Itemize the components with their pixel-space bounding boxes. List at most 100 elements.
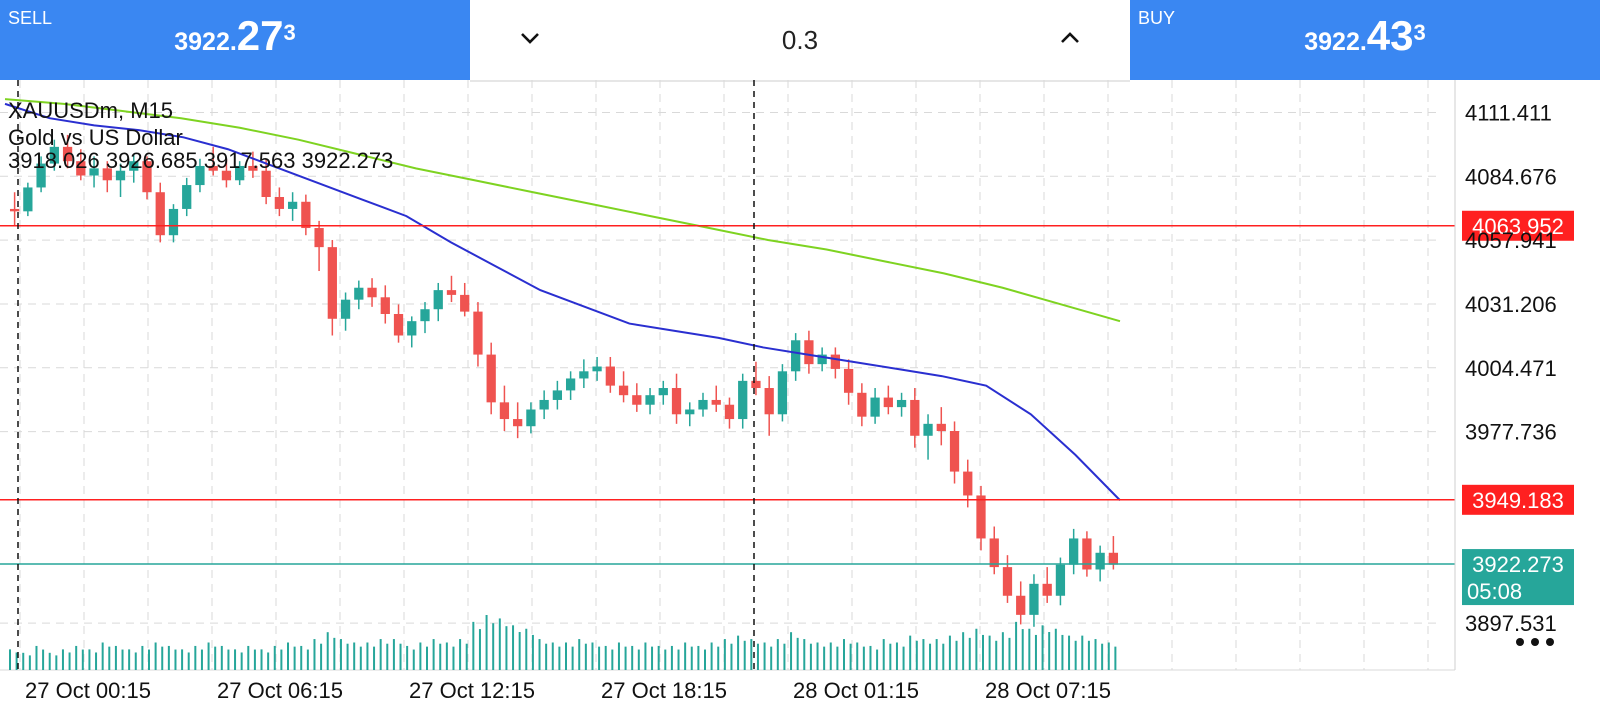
decrease-lot-button[interactable] (510, 18, 550, 58)
time-axis[interactable]: 27 Oct 00:15 27 Oct 06:15 27 Oct 12:15 27 O… (25, 678, 1111, 703)
candle-body (23, 187, 33, 212)
buy-button[interactable]: BUY 3922.433 (1130, 0, 1600, 80)
volume-bars (9, 615, 1117, 670)
level-price-label: 4063.952 (1472, 214, 1564, 239)
candle-body (513, 419, 523, 427)
buy-price-points: 3 (1413, 19, 1426, 45)
candle-body (301, 201, 311, 229)
candle-body (526, 409, 536, 427)
moving-average-slow (4, 98, 1121, 323)
price-tick-label: 3977.736 (1465, 420, 1557, 445)
candle-body (407, 321, 417, 336)
candle-body (235, 165, 245, 181)
candle-body (698, 399, 708, 410)
candle-body (1082, 538, 1092, 570)
candle-body (817, 354, 827, 365)
price-tick-label: 4057.941 (1465, 228, 1557, 253)
candle-body (857, 392, 867, 417)
sell-button[interactable]: SELL 3922.273 (0, 0, 470, 80)
candle-body (314, 228, 324, 248)
candle-body (76, 161, 86, 176)
chevron-up-icon (1061, 32, 1079, 43)
candle-body (208, 165, 218, 171)
price-tick-label: 4084.676 (1465, 164, 1557, 189)
chart-symbol: XAUUSDm, M15 (8, 98, 173, 123)
candle-body (777, 371, 788, 415)
candle-body (724, 404, 735, 420)
candle-body (486, 354, 496, 403)
candle-body (1069, 538, 1079, 565)
candle-body (764, 388, 774, 415)
time-tick-label: 28 Oct 01:15 (793, 678, 919, 703)
candle-body (460, 294, 470, 312)
candle-body (738, 380, 748, 420)
candle-body (221, 170, 232, 181)
candle-body (473, 311, 483, 355)
candle-body (340, 299, 351, 319)
sell-label: SELL (8, 8, 53, 28)
candle-body (910, 399, 920, 436)
candle-body (1095, 552, 1105, 570)
trade-panel: SELL 3922.273 0.3 BUY 3922.433 (0, 0, 1600, 82)
candle-body (605, 366, 615, 386)
candle-body (354, 287, 364, 300)
candle-body (261, 170, 271, 197)
candle-body (195, 165, 205, 186)
candle-body (711, 399, 721, 405)
level-price-tag (1462, 210, 1574, 241)
candle-body (791, 340, 801, 372)
candle-body (883, 397, 893, 408)
lot-size-control: 0.3 (470, 0, 1130, 82)
candle-body (830, 354, 841, 369)
candle-body (182, 185, 192, 209)
increase-lot-button[interactable] (1050, 18, 1090, 58)
candle-body (155, 192, 165, 236)
candle-body (142, 161, 152, 193)
candle-body (949, 431, 960, 472)
candle-body (327, 247, 337, 319)
lot-size-value[interactable]: 0.3 (781, 25, 819, 55)
candle-body (804, 340, 814, 365)
price-tick-label: 3897.531 (1465, 611, 1557, 636)
candle-body (1016, 595, 1026, 615)
candle-body (751, 380, 761, 389)
buy-price: 3922.433 (1130, 12, 1600, 60)
candle-body (539, 399, 549, 410)
candle-body (923, 423, 933, 436)
candle-body (49, 146, 59, 164)
more-options-button[interactable] (1510, 630, 1560, 654)
candle-body (1029, 583, 1039, 615)
candle-body (1042, 583, 1052, 596)
candle-body (446, 290, 457, 295)
candle-body (671, 388, 682, 415)
candle-body (685, 409, 695, 415)
candle-body (579, 371, 589, 379)
candle-body (896, 399, 907, 408)
candle-body (1055, 564, 1066, 596)
candle-body (1108, 552, 1119, 565)
candle-body (1002, 567, 1013, 596)
chart-description: Gold vs US Dollar (8, 125, 183, 150)
candle-body (976, 495, 986, 539)
price-axis[interactable]: 4111.411 4084.676 4057.941 4031.206 4004.471… (1465, 100, 1557, 636)
candle-body (936, 423, 946, 431)
time-tick-label: 27 Oct 06:15 (217, 678, 343, 703)
time-tick-label: 27 Oct 12:15 (409, 678, 535, 703)
current-price-label: 3922.273 (1472, 552, 1564, 577)
time-tick-label: 28 Oct 07:15 (985, 678, 1111, 703)
candle-body (843, 368, 854, 393)
sell-price-pips: 27 (236, 12, 284, 59)
candle-body (89, 168, 99, 176)
candle-body (115, 170, 126, 181)
candle-body (989, 538, 999, 568)
candle-timer-label: 05:08 (1467, 579, 1522, 604)
candle-body (658, 388, 668, 396)
candlesticks (9, 134, 1119, 627)
buy-price-pips: 43 (1366, 12, 1414, 59)
chart-grid (0, 80, 1455, 671)
chevron-down-icon (521, 33, 539, 44)
price-tick-label: 4111.411 (1465, 100, 1552, 125)
sell-price: 3922.273 (0, 12, 470, 60)
